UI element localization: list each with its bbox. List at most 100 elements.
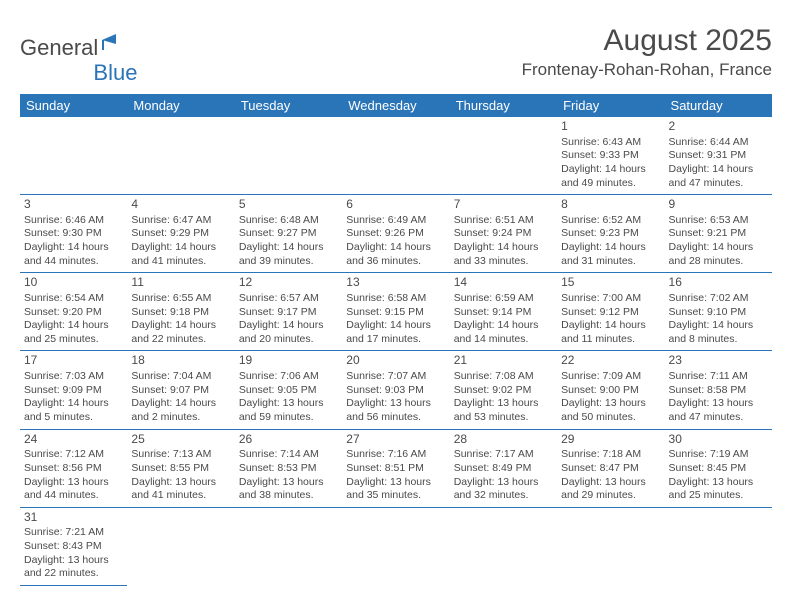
day-number: 5	[239, 197, 338, 213]
sunset-text: Sunset: 8:51 PM	[346, 462, 445, 476]
day-cell-22: 22Sunrise: 7:09 AMSunset: 9:00 PMDayligh…	[557, 351, 664, 429]
daylight-text: Daylight: 14 hours and 20 minutes.	[239, 319, 338, 346]
day-number: 18	[131, 353, 230, 369]
sunset-text: Sunset: 8:45 PM	[669, 462, 768, 476]
day-number: 28	[454, 432, 553, 448]
sunrise-text: Sunrise: 6:58 AM	[346, 292, 445, 306]
daylight-text: Daylight: 14 hours and 47 minutes.	[669, 163, 768, 190]
day-cell-2: 2Sunrise: 6:44 AMSunset: 9:31 PMDaylight…	[665, 117, 772, 195]
day-number: 12	[239, 275, 338, 291]
sunrise-text: Sunrise: 7:00 AM	[561, 292, 660, 306]
day-number: 4	[131, 197, 230, 213]
daylight-text: Daylight: 13 hours and 44 minutes.	[24, 476, 123, 503]
daylight-text: Daylight: 14 hours and 28 minutes.	[669, 241, 768, 268]
daylight-text: Daylight: 13 hours and 22 minutes.	[24, 554, 123, 581]
day-cell-6: 6Sunrise: 6:49 AMSunset: 9:26 PMDaylight…	[342, 195, 449, 273]
daylight-text: Daylight: 14 hours and 41 minutes.	[131, 241, 230, 268]
empty-cell	[665, 507, 772, 585]
day-cell-25: 25Sunrise: 7:13 AMSunset: 8:55 PMDayligh…	[127, 429, 234, 507]
sunrise-text: Sunrise: 6:52 AM	[561, 214, 660, 228]
sunrise-text: Sunrise: 7:18 AM	[561, 448, 660, 462]
day-cell-16: 16Sunrise: 7:02 AMSunset: 9:10 PMDayligh…	[665, 273, 772, 351]
day-cell-3: 3Sunrise: 6:46 AMSunset: 9:30 PMDaylight…	[20, 195, 127, 273]
sunrise-text: Sunrise: 6:53 AM	[669, 214, 768, 228]
day-number: 1	[561, 119, 660, 135]
day-cell-21: 21Sunrise: 7:08 AMSunset: 9:02 PMDayligh…	[450, 351, 557, 429]
day-cell-14: 14Sunrise: 6:59 AMSunset: 9:14 PMDayligh…	[450, 273, 557, 351]
sunrise-text: Sunrise: 7:06 AM	[239, 370, 338, 384]
day-cell-27: 27Sunrise: 7:16 AMSunset: 8:51 PMDayligh…	[342, 429, 449, 507]
title-block: August 2025 Frontenay-Rohan-Rohan, Franc…	[522, 24, 772, 80]
sunrise-text: Sunrise: 7:12 AM	[24, 448, 123, 462]
sunrise-text: Sunrise: 7:16 AM	[346, 448, 445, 462]
empty-cell	[127, 117, 234, 195]
table-row: 3Sunrise: 6:46 AMSunset: 9:30 PMDaylight…	[20, 195, 772, 273]
day-number: 6	[346, 197, 445, 213]
sunset-text: Sunset: 9:03 PM	[346, 384, 445, 398]
day-number: 2	[669, 119, 768, 135]
day-number: 26	[239, 432, 338, 448]
day-number: 25	[131, 432, 230, 448]
day-number: 13	[346, 275, 445, 291]
day-number: 21	[454, 353, 553, 369]
dayname-thursday: Thursday	[450, 94, 557, 117]
flag-icon	[102, 30, 124, 56]
table-row: 10Sunrise: 6:54 AMSunset: 9:20 PMDayligh…	[20, 273, 772, 351]
sunrise-text: Sunrise: 6:51 AM	[454, 214, 553, 228]
empty-cell	[235, 507, 342, 585]
dayname-row: SundayMondayTuesdayWednesdayThursdayFrid…	[20, 94, 772, 117]
day-number: 23	[669, 353, 768, 369]
daylight-text: Daylight: 13 hours and 32 minutes.	[454, 476, 553, 503]
sunset-text: Sunset: 9:24 PM	[454, 227, 553, 241]
day-number: 19	[239, 353, 338, 369]
day-number: 17	[24, 353, 123, 369]
day-number: 16	[669, 275, 768, 291]
sunrise-text: Sunrise: 6:43 AM	[561, 136, 660, 150]
table-row: 31Sunrise: 7:21 AMSunset: 8:43 PMDayligh…	[20, 507, 772, 585]
daylight-text: Daylight: 14 hours and 17 minutes.	[346, 319, 445, 346]
sunset-text: Sunset: 8:55 PM	[131, 462, 230, 476]
sunset-text: Sunset: 9:05 PM	[239, 384, 338, 398]
sunset-text: Sunset: 9:26 PM	[346, 227, 445, 241]
sunrise-text: Sunrise: 6:54 AM	[24, 292, 123, 306]
calendar-head: SundayMondayTuesdayWednesdayThursdayFrid…	[20, 94, 772, 117]
sunset-text: Sunset: 9:27 PM	[239, 227, 338, 241]
sunrise-text: Sunrise: 6:59 AM	[454, 292, 553, 306]
day-cell-20: 20Sunrise: 7:07 AMSunset: 9:03 PMDayligh…	[342, 351, 449, 429]
sunset-text: Sunset: 9:09 PM	[24, 384, 123, 398]
empty-cell	[127, 507, 234, 585]
empty-cell	[342, 507, 449, 585]
sunset-text: Sunset: 9:31 PM	[669, 149, 768, 163]
daylight-text: Daylight: 14 hours and 33 minutes.	[454, 241, 553, 268]
sunrise-text: Sunrise: 7:13 AM	[131, 448, 230, 462]
daylight-text: Daylight: 14 hours and 14 minutes.	[454, 319, 553, 346]
sunset-text: Sunset: 9:30 PM	[24, 227, 123, 241]
daylight-text: Daylight: 13 hours and 25 minutes.	[669, 476, 768, 503]
sunset-text: Sunset: 9:20 PM	[24, 306, 123, 320]
dayname-monday: Monday	[127, 94, 234, 117]
daylight-text: Daylight: 13 hours and 56 minutes.	[346, 397, 445, 424]
day-number: 22	[561, 353, 660, 369]
sunrise-text: Sunrise: 7:04 AM	[131, 370, 230, 384]
sunset-text: Sunset: 9:23 PM	[561, 227, 660, 241]
sunrise-text: Sunrise: 7:17 AM	[454, 448, 553, 462]
day-number: 31	[24, 510, 123, 526]
daylight-text: Daylight: 14 hours and 8 minutes.	[669, 319, 768, 346]
calendar-body: 1Sunrise: 6:43 AMSunset: 9:33 PM Daylight…	[20, 117, 772, 585]
day-number: 24	[24, 432, 123, 448]
dayname-wednesday: Wednesday	[342, 94, 449, 117]
daylight-text: Daylight: 13 hours and 29 minutes.	[561, 476, 660, 503]
sunrise-text: Sunrise: 7:02 AM	[669, 292, 768, 306]
day-cell-4: 4Sunrise: 6:47 AMSunset: 9:29 PMDaylight…	[127, 195, 234, 273]
sunrise-text: Sunrise: 7:14 AM	[239, 448, 338, 462]
day-cell-31: 31Sunrise: 7:21 AMSunset: 8:43 PMDayligh…	[20, 507, 127, 585]
sunset-text: Sunset: 9:33 PM	[561, 149, 660, 163]
day-number: 29	[561, 432, 660, 448]
sunset-text: Sunset: 9:17 PM	[239, 306, 338, 320]
empty-cell	[450, 507, 557, 585]
sunrise-text: Sunrise: 6:55 AM	[131, 292, 230, 306]
day-number: 8	[561, 197, 660, 213]
daylight-text: Daylight: 14 hours and 31 minutes.	[561, 241, 660, 268]
dayname-saturday: Saturday	[665, 94, 772, 117]
sunrise-text: Sunrise: 6:44 AM	[669, 136, 768, 150]
